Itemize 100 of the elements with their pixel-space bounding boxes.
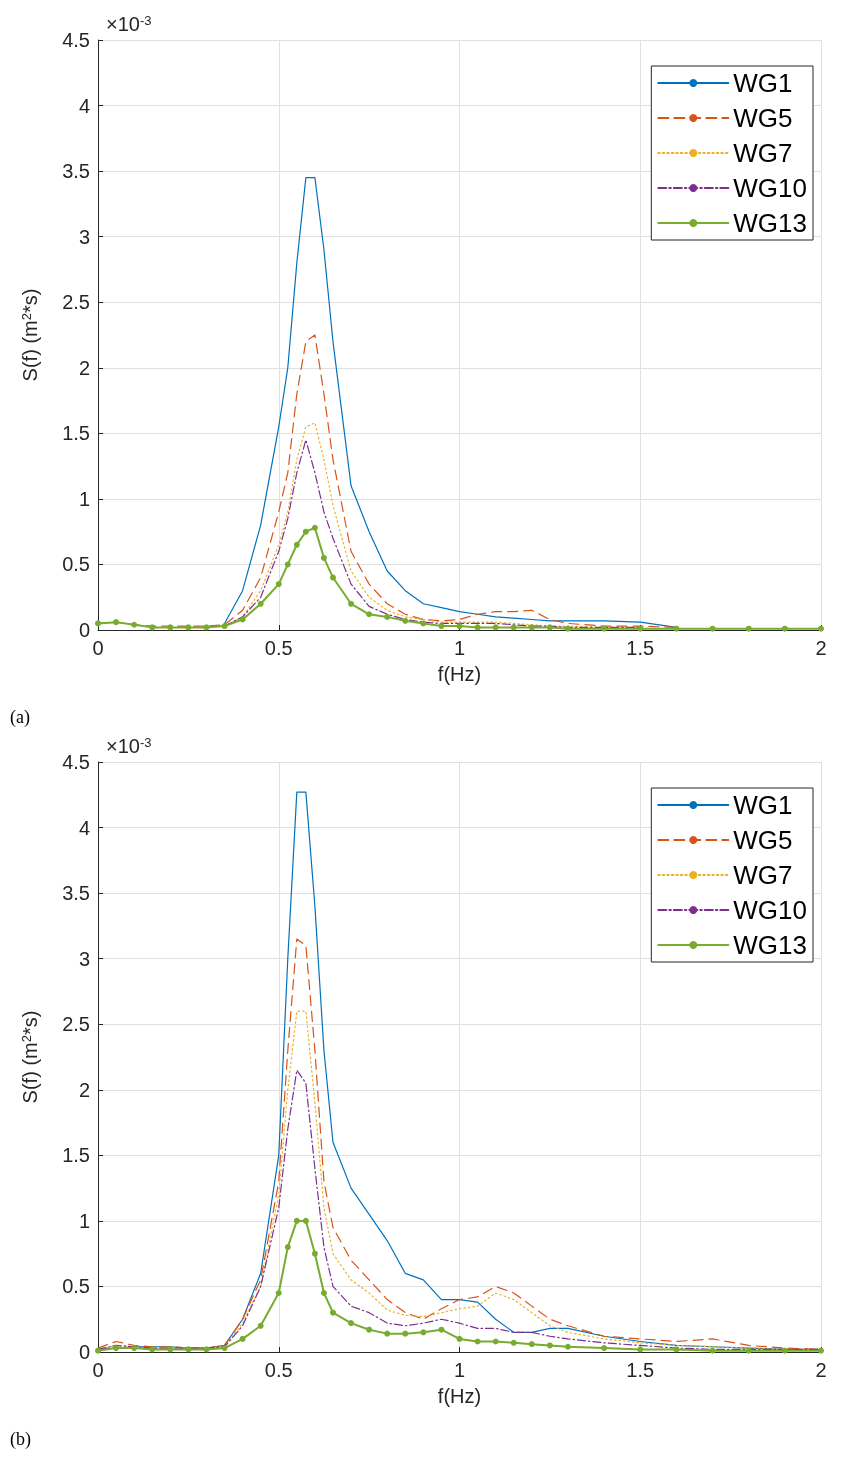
legend-label: WG13 [733, 930, 807, 960]
legend-label: WG7 [733, 860, 793, 890]
point [601, 625, 608, 632]
legend-label: WG7 [733, 138, 793, 168]
y-tick-label: 1.5 [62, 422, 90, 445]
text: (a) [10, 707, 30, 728]
y-tick-label: 1 [78, 1209, 90, 1232]
y-tick-label: 3 [78, 225, 90, 248]
x-axis-title: f(Hz) [437, 663, 482, 685]
point [366, 611, 373, 618]
legend-label: WG1 [733, 790, 793, 820]
y-tick-label: 4 [78, 816, 90, 839]
point [348, 1320, 355, 1327]
point [239, 1335, 246, 1342]
point [275, 581, 282, 588]
point [438, 623, 445, 630]
y-tick-label: 4 [78, 94, 90, 117]
point [284, 561, 291, 568]
x-tick-label: 1 [453, 637, 466, 659]
point [203, 624, 210, 631]
point [185, 624, 192, 631]
y-axis-title: S(f) (m2*s) [19, 1010, 41, 1104]
point [438, 1326, 445, 1333]
point [185, 1346, 192, 1353]
point [528, 1341, 535, 1348]
point [221, 1345, 228, 1352]
y-tick-label: 3 [78, 947, 90, 970]
point [673, 625, 680, 632]
point [528, 624, 535, 631]
y-tick-label: 2 [78, 1078, 90, 1101]
y-tick-label: 2 [78, 356, 90, 379]
point [167, 1346, 174, 1353]
point [149, 1346, 156, 1353]
point [781, 1347, 788, 1354]
x-tick-label: 0.5 [264, 1359, 293, 1381]
point [302, 1217, 309, 1224]
legend-label: WG13 [733, 208, 807, 238]
point [510, 624, 517, 631]
point [302, 528, 309, 535]
point [293, 541, 300, 548]
point [366, 1326, 373, 1333]
point [402, 1330, 409, 1337]
point [474, 624, 481, 631]
legend-label: WG5 [733, 103, 793, 133]
x-tick-label: 0.5 [264, 637, 293, 659]
point [221, 623, 228, 630]
y-tick-label: 3.5 [62, 160, 90, 183]
x-tick-label: 2 [815, 637, 827, 659]
point [113, 1345, 120, 1352]
point [781, 625, 788, 632]
point [131, 1345, 138, 1352]
x-axis-title: f(Hz) [437, 1385, 482, 1407]
point [257, 600, 264, 607]
y-tick-label: 0 [78, 619, 90, 641]
legend-label: WG5 [733, 825, 793, 855]
point [456, 1335, 463, 1342]
point [203, 1346, 210, 1353]
y-tick-label: 0.5 [62, 553, 90, 576]
point [564, 1343, 571, 1350]
y-tick-label: 1.5 [62, 1144, 90, 1167]
y-tick-label: 1 [78, 487, 90, 510]
y-tick-label: 0 [78, 1341, 90, 1363]
point [673, 1346, 680, 1353]
point [320, 554, 327, 561]
legend-label: WG1 [733, 68, 793, 98]
point [510, 1339, 517, 1346]
point [131, 621, 138, 628]
point [384, 613, 391, 620]
y-axis-title: S(f) (m2*s) [19, 288, 41, 382]
point [348, 600, 355, 607]
text: (b) [10, 1429, 31, 1450]
x-tick-label: 0 [92, 637, 104, 659]
point [402, 617, 409, 624]
point [275, 1290, 282, 1296]
point [546, 624, 553, 631]
point [320, 1290, 327, 1296]
point [492, 624, 499, 631]
point [113, 619, 120, 626]
point [745, 625, 752, 632]
point [329, 574, 336, 581]
point [745, 1347, 752, 1354]
point [311, 1250, 318, 1257]
point [601, 1345, 608, 1352]
point [384, 1330, 391, 1337]
point [95, 620, 101, 627]
y-tick-label: 2.5 [62, 291, 90, 314]
y-tick-label: 2.5 [62, 1013, 90, 1036]
point [420, 620, 427, 627]
legend-label: WG10 [733, 895, 807, 925]
x-tick-label: 1.5 [626, 637, 655, 659]
point [564, 625, 571, 632]
y-tick-label: 3.5 [62, 882, 90, 905]
y-tick-label: 0.5 [62, 1275, 90, 1298]
point [284, 1244, 291, 1251]
point [329, 1309, 336, 1316]
point [492, 1338, 499, 1345]
point [149, 624, 156, 631]
point [546, 1342, 553, 1349]
point [474, 1338, 481, 1345]
point [167, 624, 174, 631]
